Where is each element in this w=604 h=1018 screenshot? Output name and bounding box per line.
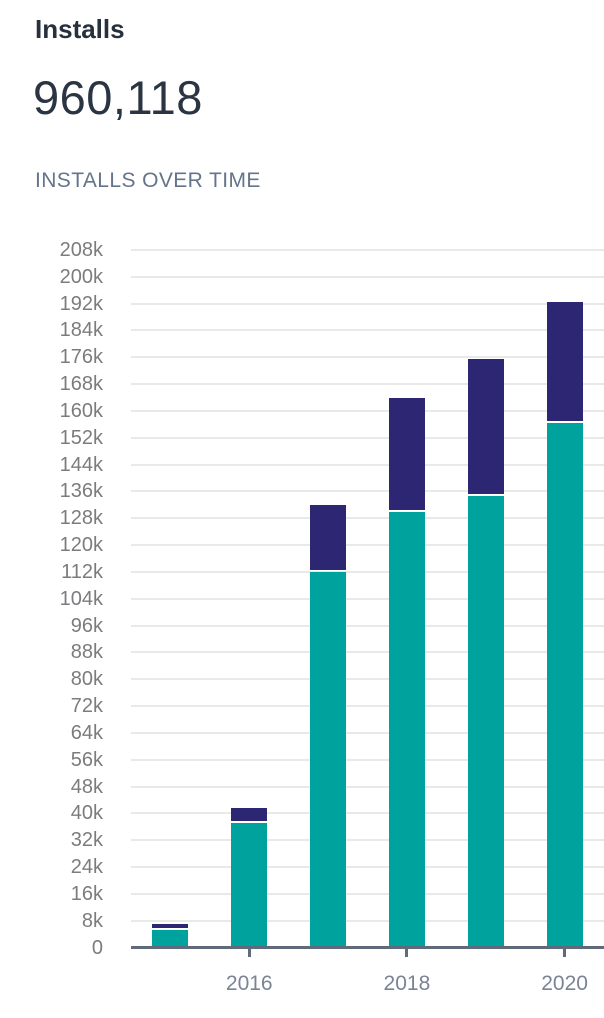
gridline [131,731,604,734]
y-axis-tick-label: 8k [81,909,103,932]
y-axis-tick-label: 176k [59,346,103,369]
gridline [131,436,604,439]
gridline [131,544,604,547]
y-axis-tick-label: 96k [70,614,103,637]
y-axis-tick-label: 136k [59,480,103,503]
y-axis-tick-label: 152k [59,426,103,449]
gridline [131,409,604,412]
y-axis-tick-label: 192k [59,292,103,315]
y-axis-tick-label: 64k [70,721,103,744]
bar-segment-2016-top[interactable] [231,808,268,821]
bar-segment-2018-top[interactable] [388,397,425,510]
gridline [131,785,604,788]
installs-total-value: 960,118 [33,71,203,124]
bar-segment-2015-top[interactable] [152,924,189,928]
bar-segment-2019-base[interactable] [467,496,504,948]
gridline [131,678,604,681]
gridline [131,812,604,815]
y-axis-tick-label: 112k [61,560,103,583]
y-axis-tick-label: 168k [59,373,103,396]
y-axis-tick-label: 56k [70,748,103,771]
y-axis-tick-label: 200k [59,265,103,288]
gridline [131,329,604,332]
gridline [131,919,604,922]
gridline [131,463,604,466]
y-axis-tick-label: 40k [70,802,103,825]
x-axis-tick-label: 2016 [225,972,273,995]
y-axis-tick-label: 184k [59,319,103,342]
gridline [131,275,604,278]
y-axis-tick-label: 80k [70,668,103,691]
y-axis-tick-label: 0 [91,936,103,959]
gridline [131,597,604,600]
bar-segment-2017-top[interactable] [310,504,347,570]
y-axis-tick-label: 208k [59,239,103,261]
gridline [131,249,604,251]
x-axis-tick [405,949,409,957]
y-axis-tick-label: 24k [70,856,103,879]
y-axis-tick-label: 72k [70,695,103,718]
y-axis-tick-label: 144k [59,453,103,476]
gridline [131,383,604,386]
gridline [131,624,604,627]
gridline [131,490,604,493]
bar-segment-2020-base[interactable] [546,422,583,948]
bar-segment-2020-top[interactable] [546,301,583,421]
bar-segment-2017-base[interactable] [310,571,347,948]
gridline [131,839,604,842]
x-axis-tick-label: 2020 [541,972,588,995]
gridline [131,866,604,869]
y-axis-tick-label: 128k [59,507,103,530]
bar-segment-2019-top[interactable] [467,358,504,495]
gridline [131,892,604,895]
x-axis-tick [247,949,251,957]
gridline [131,570,604,573]
page-title: Installs [35,14,125,44]
x-axis-tick-label: 2018 [383,972,431,995]
bar-segment-2015-base[interactable] [152,929,189,948]
bar-segment-2018-base[interactable] [388,511,425,948]
section-label-installs-over-time: INSTALLS OVER TIME [35,169,261,192]
y-axis-tick-label: 104k [59,587,103,610]
gridline [131,651,604,654]
gridline [131,356,604,359]
bar-segment-2016-base[interactable] [231,822,268,948]
x-axis-tick [563,949,567,957]
x-axis-line [131,946,604,949]
gridline [131,302,604,305]
gridline [131,517,604,520]
y-axis-tick-label: 120k [59,534,103,557]
y-axis-tick-label: 32k [70,829,103,852]
gridline [131,758,604,761]
y-axis-tick-label: 88k [70,641,103,664]
y-axis-tick-label: 16k [70,882,103,905]
y-axis-tick-label: 160k [59,399,103,422]
gridline [131,705,604,708]
y-axis-tick-label: 48k [70,775,103,798]
